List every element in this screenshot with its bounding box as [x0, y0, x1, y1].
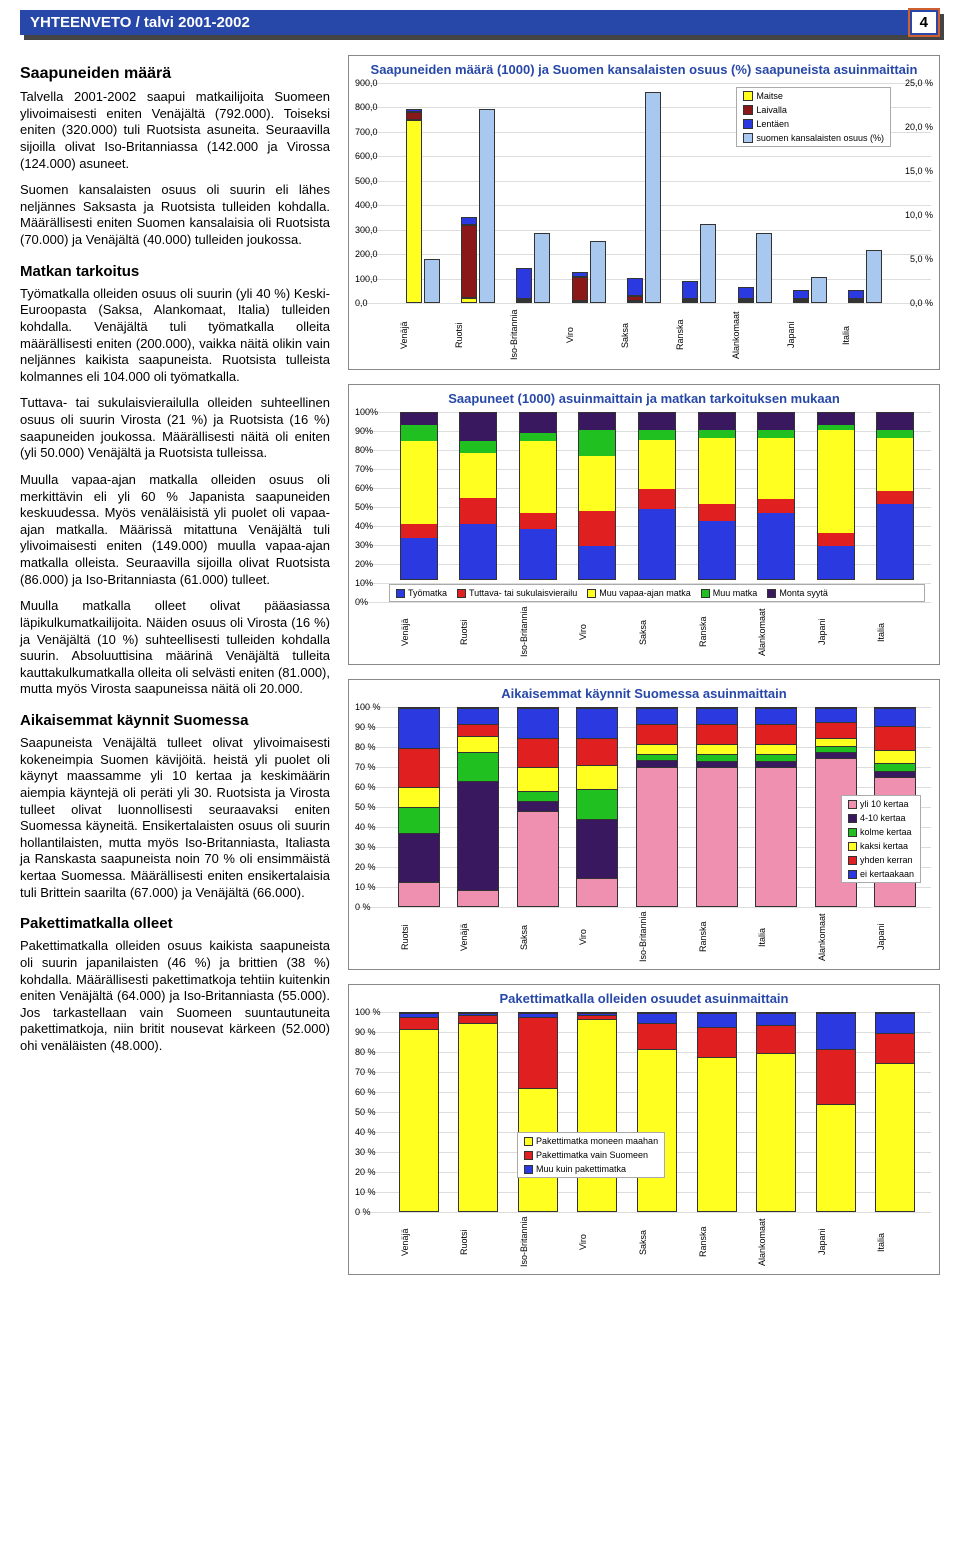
page-number: 4	[912, 12, 936, 33]
heading-arrivals: Saapuneiden määrä	[20, 65, 330, 83]
chart-package: Pakettimatkalla olleiden osuudet asuinma…	[348, 984, 940, 1275]
para: Muulla matkalla olleet olivat pääasiassa…	[20, 598, 330, 698]
page-header: YHTEENVETO / talvi 2001-2002 4	[20, 10, 940, 35]
para: Talvella 2001-2002 saapui matkailijoita …	[20, 89, 330, 172]
para: Työmatkalla olleiden osuus oli suurin (y…	[20, 286, 330, 386]
chart-title: Saapuneet (1000) asuinmaittain ja matkan…	[357, 391, 931, 406]
page-number-box: 4	[908, 8, 940, 37]
para: Pakettimatkalla olleiden osuus kaikista …	[20, 938, 330, 1054]
heading-prev-visits: Aikaisemmat käynnit Suomessa	[20, 712, 330, 729]
para: Saapuneista Venäjältä tulleet olivat yli…	[20, 735, 330, 901]
chart-purpose: Saapuneet (1000) asuinmaittain ja matkan…	[348, 384, 940, 665]
charts-column: Saapuneiden määrä (1000) ja Suomen kansa…	[348, 55, 940, 1289]
chart-title: Saapuneiden määrä (1000) ja Suomen kansa…	[357, 62, 931, 77]
chart-title: Aikaisemmat käynnit Suomessa asuinmaitta…	[357, 686, 931, 701]
para: Muulla vapaa-ajan matkalla olleiden osuu…	[20, 472, 330, 588]
heading-purpose: Matkan tarkoitus	[20, 263, 330, 280]
text-column: Saapuneiden määrä Talvella 2001-2002 saa…	[20, 55, 330, 1289]
chart-prev-visits: Aikaisemmat käynnit Suomessa asuinmaitta…	[348, 679, 940, 970]
chart-arrivals: Saapuneiden määrä (1000) ja Suomen kansa…	[348, 55, 940, 370]
para: Suomen kansalaisten osuus oli suurin eli…	[20, 182, 330, 249]
heading-package: Pakettimatkalla olleet	[20, 915, 330, 932]
header-title: YHTEENVETO / talvi 2001-2002	[20, 10, 940, 35]
para: Tuttava- tai sukulaisvierailulla olleide…	[20, 395, 330, 462]
chart-title: Pakettimatkalla olleiden osuudet asuinma…	[357, 991, 931, 1006]
